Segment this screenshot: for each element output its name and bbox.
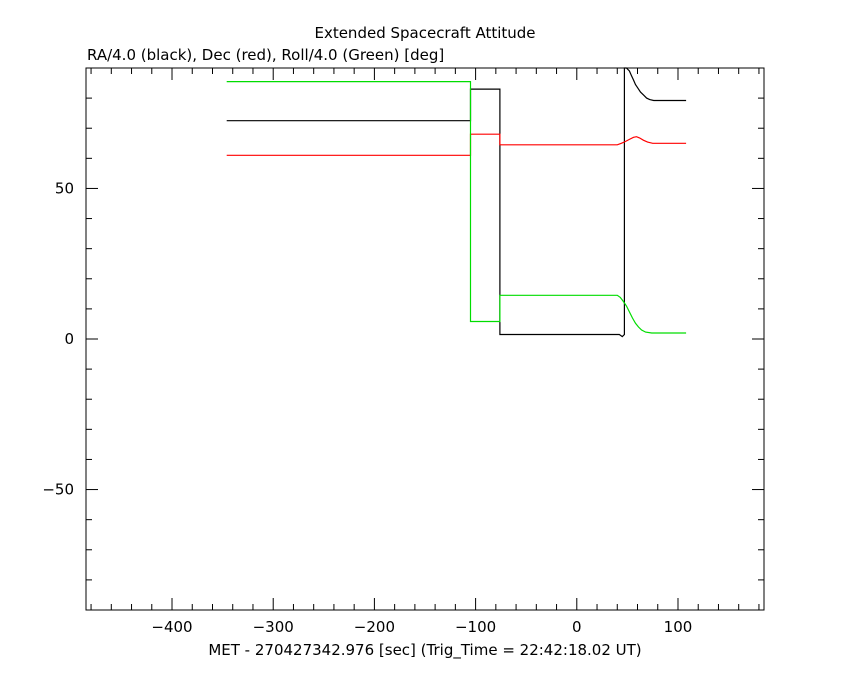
y-tick-label: −50 [42,481,74,499]
ra-series-line [226,67,687,338]
series-lines [226,67,687,338]
x-tick-label: −100 [455,618,496,636]
x-axis-label: MET - 270427342.976 [sec] (Trig_Time = 2… [208,641,641,660]
y-tick-label: 50 [55,179,74,197]
chart-subtitle: RA/4.0 (black), Dec (red), Roll/4.0 (Gre… [87,46,444,64]
x-tick-label: 0 [572,618,582,636]
x-tick-label: 100 [664,618,693,636]
axis-ticks [86,67,764,611]
x-tick-label: −400 [151,618,192,636]
x-tick-label: −300 [253,618,294,636]
x-tick-label: −200 [354,618,395,636]
y-tick-label: 0 [64,330,74,348]
tick-labels: −400 −300 −200 −100 0 100 −50 0 50 [42,179,692,636]
plot-frame [85,67,765,611]
roll-series-line [226,80,687,334]
dec-series-line [226,133,687,156]
chart-title: Extended Spacecraft Attitude [314,24,535,42]
